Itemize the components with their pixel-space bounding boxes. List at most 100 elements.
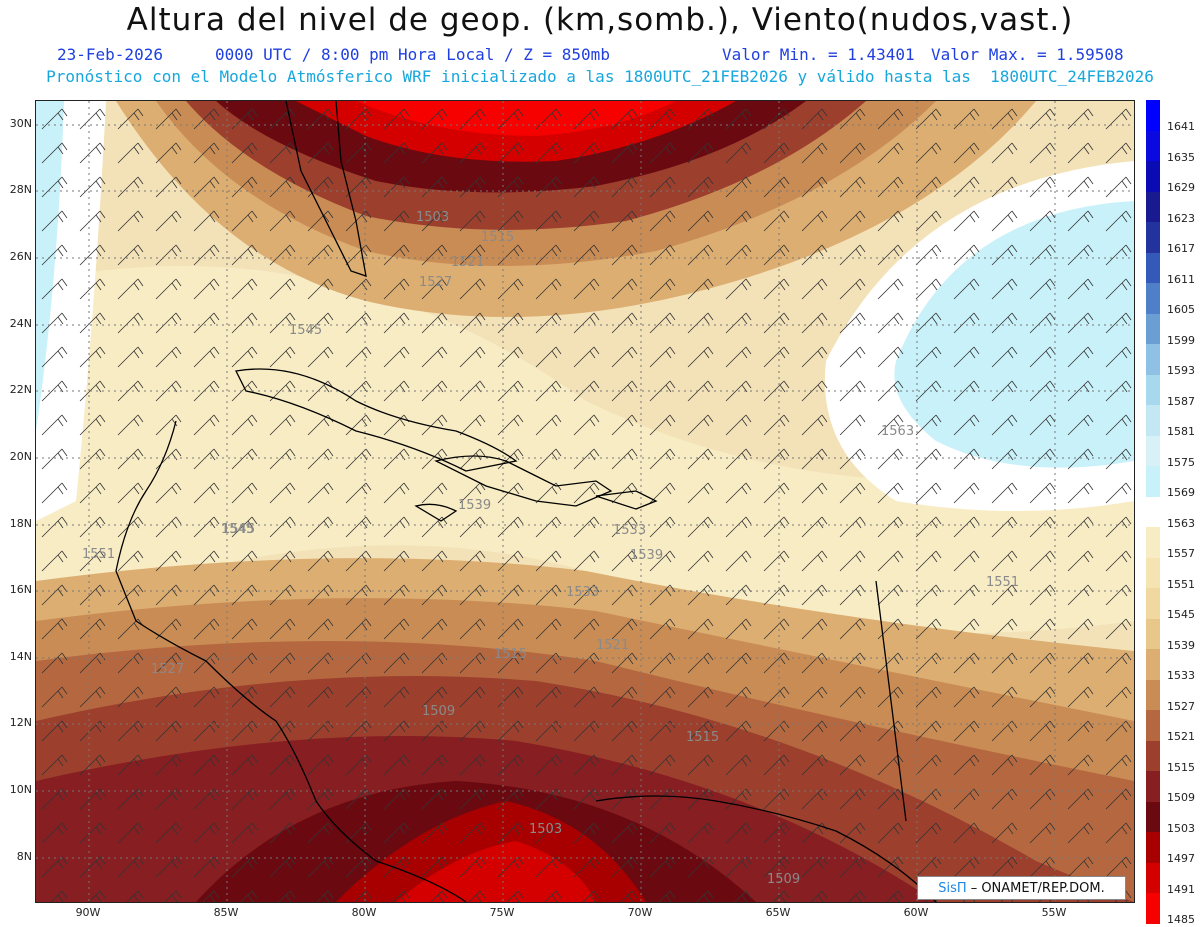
contour-label: 1545: [221, 522, 254, 537]
colorbar-level: 1521: [1167, 730, 1195, 743]
colorbar-level: 1623: [1167, 211, 1195, 225]
colorbar-level: 1593: [1167, 364, 1195, 377]
lat-label: 20N: [9, 450, 32, 463]
lon-label: 80W: [351, 906, 377, 919]
lat-label: 12N: [9, 716, 32, 729]
colorbar-level: 1551: [1167, 577, 1195, 591]
lat-label: 18N: [9, 517, 32, 530]
lat-label: 24N: [9, 317, 32, 330]
colorbar-swatch: [1146, 801, 1160, 832]
colorbar-level: 1569: [1167, 486, 1195, 499]
coastlines: [115, 101, 937, 902]
contour-label: 1527: [419, 275, 452, 290]
colorbar-level: 1581: [1167, 425, 1195, 438]
colorbar-swatch: [1146, 313, 1160, 344]
lat-label: 10N: [9, 783, 32, 796]
colorbar-swatch: [1146, 618, 1160, 649]
colorbar-swatch: [1146, 100, 1160, 131]
colorbar-level: 1503: [1167, 821, 1195, 835]
colorbar-swatch: [1146, 191, 1160, 222]
colorbar-level: 1515: [1167, 760, 1195, 774]
colorbar-level: 1491: [1167, 882, 1195, 896]
contour-label: 1539: [630, 548, 663, 563]
colorbar-swatch: [1146, 405, 1160, 436]
colorbar-level: 1641: [1167, 120, 1195, 133]
colorbar-level: 1533: [1167, 669, 1195, 682]
value-max: Valor Max. = 1.59508: [931, 45, 1124, 64]
colorbar-level: 1485: [1167, 913, 1195, 926]
colorbar-swatch: [1146, 862, 1160, 893]
credit-box: SisΠ – ONAMET/REP.DOM.: [917, 876, 1126, 900]
colorbar-level: 1599: [1167, 333, 1195, 347]
contour-label: 1533: [613, 523, 646, 538]
colorbar-swatch: [1146, 130, 1160, 161]
colorbar-swatch: [1146, 222, 1160, 253]
contour-label: 1503: [416, 210, 449, 225]
colorbar-level: 1545: [1167, 608, 1195, 621]
contour-label: 1533: [566, 585, 599, 600]
colorbar-swatch: [1146, 496, 1160, 527]
lon-label: 55W: [1041, 906, 1067, 919]
contour-label: 1521: [596, 638, 629, 653]
credit-org: – ONAMET/REP.DOM.: [970, 880, 1105, 896]
forecast-time: 0000 UTC / 8:00 pm Hora Local / Z = 850m…: [215, 45, 610, 64]
colorbar-swatch: [1146, 740, 1160, 771]
contour-label: 1509: [422, 704, 455, 719]
lat-label: 16N: [9, 583, 32, 596]
colorbar-level: 1635: [1167, 150, 1195, 164]
contour-label: 1545: [222, 522, 255, 537]
colorbar-swatch: [1146, 344, 1160, 375]
colorbar-swatch: [1146, 679, 1160, 710]
colorbar-swatch: [1146, 893, 1160, 924]
contour-label-layer: 1503 1515 1521 1527 1545 1563 1539 1533 …: [82, 210, 1019, 887]
colorbar-swatch: [1146, 283, 1160, 314]
contour-label: 1527: [151, 662, 184, 677]
colorbar-level: 1527: [1167, 699, 1195, 713]
colorbar-level: 1611: [1167, 272, 1195, 286]
lon-label: 90W: [75, 906, 101, 919]
colorbar-level: 1617: [1167, 242, 1195, 255]
colorbar-swatch: [1146, 466, 1160, 497]
colorbar-swatch: [1146, 252, 1160, 283]
contour-label: 1503: [529, 822, 562, 837]
lat-label: 8N: [16, 850, 32, 863]
contour-label: 1563: [881, 424, 914, 439]
contour-label: 1509: [767, 872, 800, 887]
lon-label: 65W: [765, 906, 791, 919]
colorbar: [1146, 100, 1160, 924]
colorbar-level: 1575: [1167, 455, 1195, 469]
contour-label: 1551: [82, 547, 115, 562]
colorbar-swatch: [1146, 527, 1160, 558]
contour-label: 1515: [686, 730, 719, 745]
lon-label: 70W: [627, 906, 653, 919]
colorbar-level: 1563: [1167, 516, 1195, 530]
colorbar-swatch: [1146, 588, 1160, 619]
lon-label: 60W: [903, 906, 929, 919]
colorbar-level: 1557: [1167, 547, 1195, 560]
model-info: Pronóstico con el Modelo Atmósferico WRF…: [46, 67, 1154, 86]
contour-label: 1545: [289, 323, 322, 338]
sispi-logo: SisΠ: [938, 880, 967, 896]
lat-label: 14N: [9, 650, 32, 663]
colorbar-level: 1629: [1167, 181, 1195, 194]
value-min: Valor Min. = 1.43401: [722, 45, 915, 64]
colorbar-swatch: [1146, 710, 1160, 741]
colorbar-level: 1497: [1167, 852, 1195, 865]
lat-label: 26N: [9, 250, 32, 263]
lat-label: 28N: [9, 183, 32, 196]
subtitle-line: 23-Feb-2026 0000 UTC / 8:00 pm Hora Loca…: [0, 45, 1200, 67]
contour-label: 1539: [458, 498, 491, 513]
colorbar-level: 1587: [1167, 394, 1195, 408]
contour-label: 1515: [494, 647, 527, 662]
colorbar-swatch: [1146, 771, 1160, 802]
lon-label: 75W: [489, 906, 515, 919]
map-canvas: 1503 1515 1521 1527 1545 1563 1539 1533 …: [36, 101, 1134, 902]
colorbar-swatch: [1146, 649, 1160, 680]
colorbar-level: 1539: [1167, 638, 1195, 652]
colorbar-level: 1509: [1167, 791, 1195, 804]
lon-label: 85W: [213, 906, 239, 919]
contour-label: 1521: [451, 255, 484, 270]
colorbar-swatch: [1146, 161, 1160, 192]
lat-label: 22N: [9, 383, 32, 396]
contour-label: 1515: [481, 230, 514, 245]
